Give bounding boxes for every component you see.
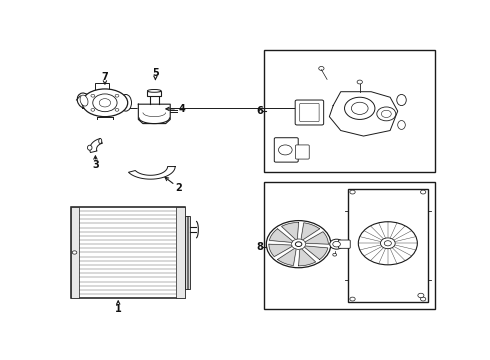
Polygon shape	[305, 232, 328, 244]
Circle shape	[267, 221, 331, 268]
Circle shape	[333, 253, 337, 256]
Circle shape	[333, 242, 341, 247]
Polygon shape	[128, 167, 175, 179]
Polygon shape	[278, 248, 296, 266]
Ellipse shape	[147, 90, 161, 92]
Ellipse shape	[397, 94, 406, 105]
Circle shape	[72, 251, 77, 254]
Polygon shape	[138, 104, 170, 123]
Bar	[71, 207, 79, 298]
FancyBboxPatch shape	[274, 138, 298, 162]
Circle shape	[420, 297, 426, 301]
Polygon shape	[270, 229, 293, 242]
Text: 8: 8	[257, 242, 264, 252]
Circle shape	[358, 222, 417, 265]
Circle shape	[93, 94, 117, 112]
FancyBboxPatch shape	[300, 103, 319, 122]
Bar	[185, 216, 190, 289]
Circle shape	[384, 241, 392, 246]
Text: 5: 5	[152, 68, 159, 78]
Polygon shape	[304, 246, 328, 260]
Circle shape	[318, 67, 324, 70]
Circle shape	[350, 297, 355, 301]
Text: 6: 6	[257, 106, 264, 116]
Text: 2: 2	[175, 183, 182, 193]
Bar	[348, 189, 428, 302]
Circle shape	[381, 110, 391, 117]
Text: 1: 1	[115, 304, 122, 314]
Circle shape	[377, 107, 396, 121]
Ellipse shape	[87, 145, 92, 150]
Circle shape	[330, 239, 343, 249]
Circle shape	[351, 102, 368, 114]
Circle shape	[91, 108, 95, 111]
Bar	[71, 207, 185, 298]
Circle shape	[115, 108, 119, 111]
FancyBboxPatch shape	[295, 100, 324, 125]
Ellipse shape	[80, 95, 88, 106]
Bar	[147, 91, 161, 96]
Circle shape	[380, 238, 395, 249]
Polygon shape	[269, 244, 292, 257]
Text: 3: 3	[92, 160, 99, 170]
Text: 7: 7	[101, 72, 108, 82]
Ellipse shape	[77, 93, 91, 108]
Circle shape	[278, 145, 292, 155]
Circle shape	[350, 190, 355, 194]
Bar	[265, 182, 435, 309]
Polygon shape	[301, 223, 319, 240]
FancyBboxPatch shape	[339, 240, 350, 248]
Circle shape	[295, 242, 302, 247]
Text: 4: 4	[179, 104, 185, 114]
Bar	[265, 50, 435, 172]
Circle shape	[91, 94, 95, 97]
Ellipse shape	[82, 89, 128, 117]
Circle shape	[357, 80, 363, 84]
Ellipse shape	[120, 94, 131, 111]
Circle shape	[420, 190, 426, 194]
Polygon shape	[298, 249, 316, 266]
FancyBboxPatch shape	[295, 145, 309, 159]
Ellipse shape	[398, 121, 405, 129]
Polygon shape	[282, 222, 298, 239]
Circle shape	[99, 99, 111, 107]
Circle shape	[418, 293, 424, 298]
Circle shape	[292, 239, 306, 249]
Bar	[96, 84, 109, 90]
Circle shape	[115, 94, 119, 97]
Ellipse shape	[98, 139, 102, 144]
Circle shape	[344, 97, 375, 120]
Bar	[176, 207, 185, 298]
Polygon shape	[90, 139, 102, 153]
Polygon shape	[329, 92, 398, 136]
